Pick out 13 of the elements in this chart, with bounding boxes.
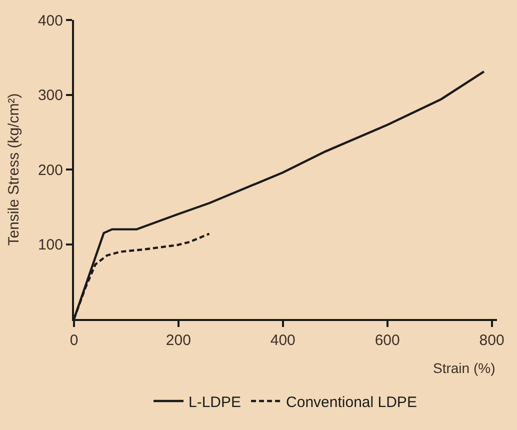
y-tick-label: 200 — [38, 162, 63, 179]
legend-label: L-LDPE — [188, 394, 242, 411]
x-tick-label: 600 — [374, 332, 400, 349]
x-tick-label: 0 — [70, 332, 78, 349]
x-tick-label: 200 — [166, 332, 191, 349]
x-axis-title: Strain (%) — [433, 360, 496, 376]
y-tick-label: 400 — [38, 12, 63, 30]
y-tick-label: 100 — [38, 236, 63, 254]
y-axis-title: Tensile Stress (kg/cm²) — [6, 93, 23, 246]
legend-label: Conventional LDPE — [286, 394, 417, 411]
x-tick-label: 800 — [479, 332, 504, 349]
y-tick-label: 300 — [38, 87, 63, 104]
x-tick-label: 400 — [270, 332, 296, 349]
